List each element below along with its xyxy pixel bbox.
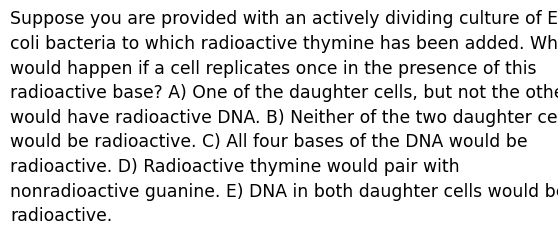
Text: Suppose you are provided with an actively dividing culture of E.: Suppose you are provided with an activel… — [10, 10, 558, 28]
Text: coli bacteria to which radioactive thymine has been added. What: coli bacteria to which radioactive thymi… — [10, 35, 558, 53]
Text: would have radioactive DNA. B) Neither of the two daughter cells: would have radioactive DNA. B) Neither o… — [10, 108, 558, 126]
Text: would be radioactive. C) All four bases of the DNA would be: would be radioactive. C) All four bases … — [10, 133, 527, 151]
Text: would happen if a cell replicates once in the presence of this: would happen if a cell replicates once i… — [10, 59, 537, 77]
Text: radioactive. D) Radioactive thymine would pair with: radioactive. D) Radioactive thymine woul… — [10, 157, 460, 175]
Text: radioactive base? A) One of the daughter cells, but not the other,: radioactive base? A) One of the daughter… — [10, 84, 558, 102]
Text: nonradioactive guanine. E) DNA in both daughter cells would be: nonradioactive guanine. E) DNA in both d… — [10, 182, 558, 200]
Text: radioactive.: radioactive. — [10, 206, 112, 224]
